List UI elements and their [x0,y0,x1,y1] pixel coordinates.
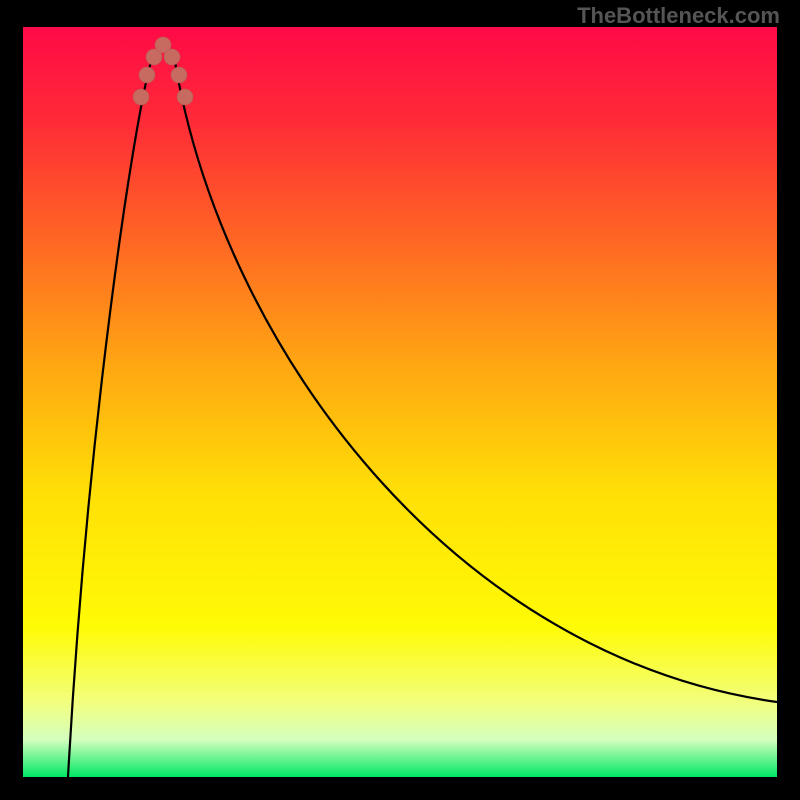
curve-layer [0,0,800,800]
bottleneck-curve [68,46,777,778]
valley-marker [171,67,187,83]
chart-container: TheBottleneck.com [0,0,800,800]
watermark-text: TheBottleneck.com [577,3,780,29]
valley-marker [139,67,155,83]
valley-marker [177,89,193,105]
valley-marker [164,49,180,65]
valley-marker [133,89,149,105]
